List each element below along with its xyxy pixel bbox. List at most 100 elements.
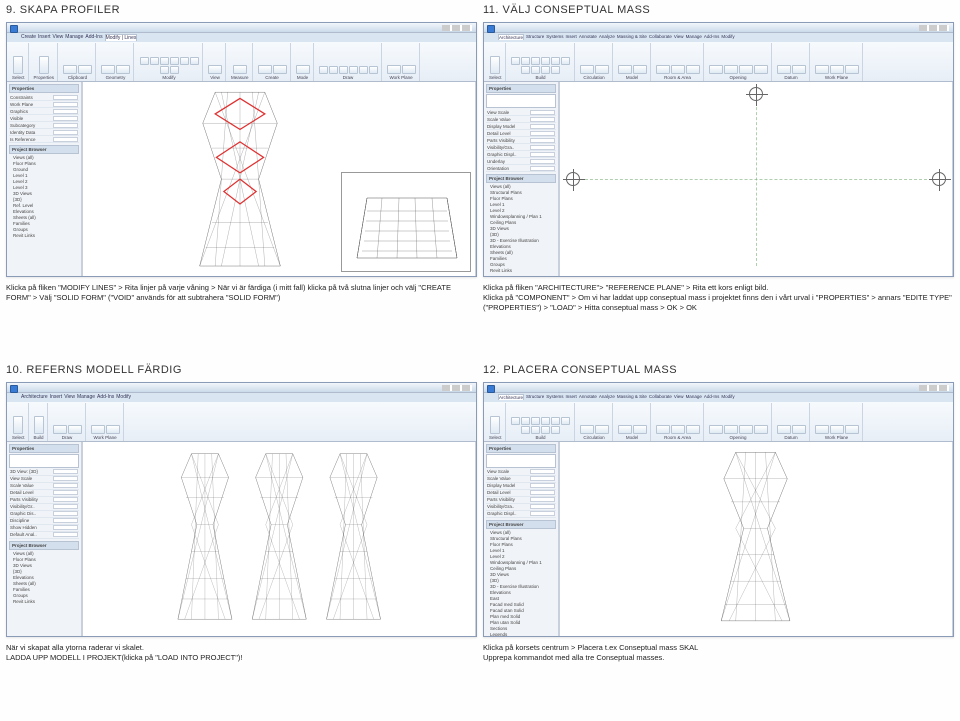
tab[interactable]: Massing & Site: [617, 394, 647, 400]
tab[interactable]: Architecture: [21, 394, 48, 400]
group-label: Properties: [34, 75, 55, 80]
tab[interactable]: Analyze: [599, 394, 615, 400]
tab[interactable]: Structure: [526, 394, 544, 400]
canvas-br[interactable]: [559, 442, 953, 636]
ribbon: Select Build Circulation Model Room & Ar…: [484, 42, 953, 82]
tab[interactable]: Annotate: [579, 394, 597, 400]
heading-12: 12. PLACERA CONSEPTUAL MASS: [483, 364, 954, 376]
tab[interactable]: Collaborate: [649, 34, 672, 40]
tab[interactable]: Annotate: [579, 34, 597, 40]
tab[interactable]: View: [53, 34, 64, 41]
three-towers: [95, 447, 463, 629]
browser-tree[interactable]: Views (all) Floor Plans Ground Level 1 L…: [9, 155, 79, 239]
tab[interactable]: Systems: [546, 34, 563, 40]
heading-11: 11. VÄLJ CONSEPTUAL MASS: [483, 4, 954, 16]
tab[interactable]: Manage: [65, 34, 83, 41]
group-label: Datum: [784, 75, 797, 80]
group-label: Datum: [784, 435, 797, 440]
tab[interactable]: Add-Ins: [85, 34, 102, 41]
quadrant-referns-modell-fardig: 10. REFERNS MODELL FÄRDIG Architecture I…: [6, 364, 477, 718]
titlebar: [7, 383, 476, 393]
group-label: Room & Area: [664, 75, 691, 80]
group-label: Opening: [730, 75, 747, 80]
window-body: Properties Constraints Work Plane Graphi…: [7, 82, 476, 276]
tab[interactable]: Manage: [77, 394, 95, 400]
canvas-bl[interactable]: [82, 442, 476, 636]
revit-window-tr: Architecture Structure Systems Insert An…: [483, 22, 954, 277]
inset-3d: [341, 172, 471, 272]
tab[interactable]: Add-Ins: [704, 394, 720, 400]
quadrant-skapa-profiler: 9. SKAPA PROFILER Create Insert View Man…: [6, 4, 477, 358]
heading-9: 9. SKAPA PROFILER: [6, 4, 477, 16]
target-icon: [566, 172, 580, 186]
revit-window-bl: Architecture Insert View Manage Add-Ins …: [6, 382, 477, 637]
caption-11: Klicka på fliken "ARCHITECTURE"> "REFERE…: [483, 283, 954, 313]
revit-window-tl: Create Insert View Manage Add-Ins Modify…: [6, 22, 477, 277]
tab[interactable]: Modify: [116, 394, 131, 400]
revit-window-br: Architecture Structure Systems Insert An…: [483, 382, 954, 637]
properties-panel: Properties View Scale Scale Value Displa…: [484, 82, 559, 276]
group-label: Modify: [162, 75, 175, 80]
tab[interactable]: Structure: [526, 34, 544, 40]
quadrant-placera-conseptual-mass: 12. PLACERA CONSEPTUAL MASS Architecture…: [483, 364, 954, 718]
tab[interactable]: Analyze: [599, 34, 615, 40]
tab[interactable]: View: [64, 394, 75, 400]
group-label: Clipboard: [68, 75, 87, 80]
panel-header: Properties: [9, 84, 79, 93]
group-label: Select: [12, 75, 25, 80]
tab[interactable]: View: [674, 34, 684, 40]
ribbon: Select Properties Clipboard Geometry Mod…: [7, 42, 476, 82]
tab[interactable]: Manage: [686, 34, 702, 40]
ribbon-group: Select: [9, 43, 29, 81]
group-label: Measure: [231, 75, 249, 80]
titlebar: [484, 23, 953, 33]
group-label: Circulation: [583, 435, 604, 440]
group-label: Opening: [730, 435, 747, 440]
tab[interactable]: Modify: [721, 394, 734, 400]
browser-tree[interactable]: Views (all) Structural Plans Floor Plans…: [486, 184, 556, 274]
ribbon-tabs[interactable]: Create Insert View Manage Add-Ins Modify…: [21, 34, 137, 41]
tab[interactable]: Create: [21, 34, 36, 41]
group-label: Build: [536, 75, 546, 80]
group-label: Build: [536, 435, 546, 440]
tab[interactable]: Modify: [721, 34, 734, 40]
caption-10: När vi skapat alla ytorna raderar vi ska…: [6, 643, 477, 663]
group-label: Mode: [297, 75, 308, 80]
tab[interactable]: Modify | Lines: [105, 34, 138, 41]
tab[interactable]: Manage: [686, 394, 702, 400]
canvas-tl[interactable]: [82, 82, 476, 276]
ribbon-tabs[interactable]: Architecture Structure Systems Insert An…: [498, 34, 735, 40]
tab[interactable]: View: [674, 394, 684, 400]
tab[interactable]: Insert: [38, 34, 51, 41]
group-label: Build: [34, 435, 44, 440]
tab[interactable]: Systems: [546, 394, 563, 400]
group-label: Model: [626, 75, 638, 80]
tab[interactable]: Collaborate: [649, 394, 672, 400]
tab[interactable]: Insert: [566, 394, 577, 400]
target-icon: [749, 87, 763, 101]
group-label: Work Plane: [93, 435, 116, 440]
group-label: Select: [489, 435, 502, 440]
property-row: Constraints: [9, 94, 79, 101]
group-label: Circulation: [583, 75, 604, 80]
target-icon: [932, 172, 946, 186]
tab[interactable]: Add-Ins: [704, 34, 720, 40]
group-label: Room & Area: [664, 435, 691, 440]
quadrant-valj-conseptual-mass: 11. VÄLJ CONSEPTUAL MASS Architecture St…: [483, 4, 954, 358]
tab[interactable]: Insert: [566, 34, 577, 40]
properties-panel: Properties Constraints Work Plane Graphi…: [7, 82, 82, 276]
group-label: Geometry: [106, 75, 126, 80]
tab[interactable]: Insert: [50, 394, 63, 400]
caption-12: Klicka på korsets centrum > Placera t.ex…: [483, 643, 954, 663]
tab[interactable]: Add-Ins: [97, 394, 114, 400]
canvas-tr[interactable]: [559, 82, 953, 276]
titlebar: [484, 383, 953, 393]
caption-9: Klicka på fliken "MODIFY LINES" > Rita l…: [6, 283, 477, 303]
tab[interactable]: Massing & Site: [617, 34, 647, 40]
tab[interactable]: Architecture: [498, 34, 524, 40]
tab[interactable]: Architecture: [498, 394, 524, 400]
group-label: View: [210, 75, 220, 80]
group-label: Select: [489, 75, 502, 80]
group-label: Work Plane: [825, 75, 848, 80]
tower-wireframe: [142, 86, 338, 272]
